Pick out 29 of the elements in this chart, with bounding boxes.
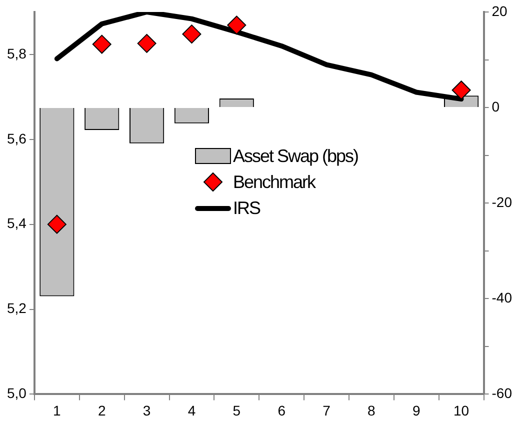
y2-tick-label: 0 <box>492 98 500 114</box>
y2-tick-label: 20 <box>492 2 508 19</box>
x-tick-label: 5 <box>232 402 241 418</box>
x-tick-label: 6 <box>278 402 286 418</box>
x-tick-label: 3 <box>142 402 151 418</box>
point <box>452 80 471 100</box>
legend-label: Benchmark <box>233 171 316 194</box>
x-tick-label: 10 <box>454 402 470 418</box>
point <box>137 34 156 53</box>
y-tick-label: 5,0 <box>6 385 27 402</box>
y2-tick-label: -40 <box>492 290 512 306</box>
x-tick-label: 7 <box>322 402 331 418</box>
y2-tick-label: -60 <box>492 385 512 402</box>
point <box>182 24 202 44</box>
point <box>92 34 112 54</box>
x-tick-label: 8 <box>368 402 376 418</box>
y2-tick-label: -20 <box>492 194 512 210</box>
y-tick-label: 5,4 <box>6 215 27 232</box>
legend-label: Asset Swap (bps) <box>233 145 358 168</box>
x-tick-label: 2 <box>98 402 106 418</box>
y-tick-label: 5,2 <box>6 300 27 316</box>
point <box>47 214 66 234</box>
point <box>227 16 246 35</box>
x-tick-label: 4 <box>188 402 196 418</box>
y-tick-label: 5,6 <box>6 130 27 146</box>
x-tick-label: 1 <box>53 402 62 418</box>
x-tick-label: 9 <box>412 402 420 418</box>
legend-label: IRS <box>233 197 260 220</box>
y-tick-label: 5,8 <box>6 45 27 62</box>
